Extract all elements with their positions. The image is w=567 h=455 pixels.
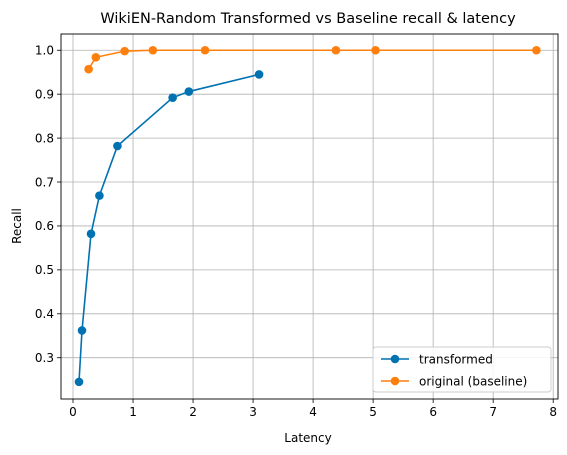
data-point	[95, 191, 104, 200]
data-point	[84, 64, 93, 74]
x-tick-label: 2	[189, 405, 197, 419]
series-baseline	[84, 45, 541, 74]
x-axis-label: Latency	[284, 431, 331, 445]
data-point	[86, 229, 96, 239]
y-tick-label: 0.8	[35, 131, 54, 145]
data-point	[184, 87, 194, 96]
data-point	[74, 377, 84, 387]
y-axis-label: Recall	[10, 208, 24, 244]
legend-entry: original (baseline)	[381, 374, 527, 388]
legend-entry: transformed	[381, 352, 493, 366]
legend: transformed original (baseline)	[372, 346, 552, 393]
data-point	[254, 70, 264, 79]
x-tick-label: 1	[129, 405, 137, 419]
x-tick-label: 0	[69, 405, 77, 419]
x-tick-label: 4	[309, 405, 317, 419]
y-tick-label: 0.6	[35, 219, 54, 233]
legend-marker	[390, 354, 400, 364]
data-point	[113, 141, 122, 151]
data-point	[200, 45, 210, 55]
plot-frame	[60, 33, 559, 400]
y-tick-label: 1.0	[35, 44, 54, 58]
x-tick-label: 6	[429, 405, 437, 419]
legend-label: original (baseline)	[419, 374, 527, 388]
x-tick-label: 3	[249, 405, 257, 419]
plot-series	[74, 45, 541, 387]
x-tick-label: 8	[549, 405, 557, 419]
y-tick-label: 0.9	[35, 87, 54, 101]
chart-title: WikiEN-Random Transformed vs Baseline re…	[100, 11, 516, 27]
data-point	[371, 45, 380, 55]
series-transformed	[74, 70, 264, 387]
y-tick-label: 0.7	[35, 175, 54, 189]
axis-ticks: 0 1 2 3 4 5 6 7 8 0.3 0.4 0.5 0.6 0.7 0.8 0.9 1.0	[35, 44, 557, 419]
data-point	[77, 326, 87, 335]
x-tick-label: 7	[489, 405, 497, 419]
data-point	[532, 45, 541, 55]
legend-label: transformed	[419, 352, 493, 366]
data-point	[91, 52, 101, 62]
y-tick-label: 0.5	[35, 263, 54, 277]
y-tick-label: 0.3	[35, 351, 54, 365]
data-point	[331, 45, 341, 55]
series-line	[87, 49, 537, 70]
data-point	[120, 46, 129, 56]
legend-marker	[390, 376, 400, 386]
x-tick-label: 5	[369, 405, 377, 419]
data-point	[168, 93, 177, 102]
legend-box	[372, 346, 552, 393]
data-point	[148, 45, 158, 55]
y-tick-label: 0.4	[35, 307, 54, 321]
